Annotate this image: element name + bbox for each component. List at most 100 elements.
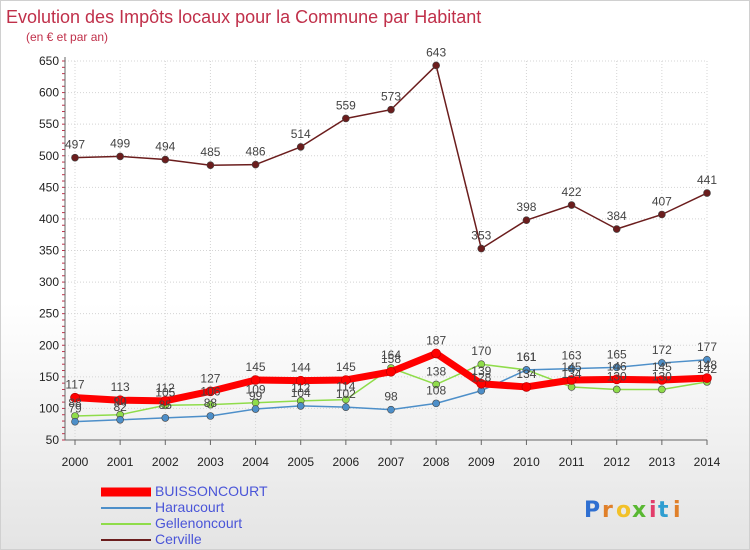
data-point — [658, 385, 666, 394]
data-point — [477, 244, 486, 253]
data-point — [116, 415, 124, 424]
data-point — [658, 210, 666, 219]
data-point — [477, 360, 486, 369]
y-tick-label: 600 — [39, 86, 59, 100]
data-label: 108 — [426, 383, 446, 397]
data-label: 144 — [291, 361, 311, 375]
data-label: 134 — [516, 367, 536, 381]
series-lines — [70, 61, 712, 426]
data-point — [387, 105, 395, 114]
data-point — [296, 402, 305, 410]
data-label: 145 — [562, 360, 582, 374]
data-point — [431, 348, 441, 359]
y-tick-label: 650 — [39, 54, 59, 68]
data-point — [206, 161, 215, 170]
y-tick-label: 200 — [39, 338, 59, 352]
data-point — [522, 216, 531, 224]
data-label: 114 — [336, 380, 355, 394]
data-label: 145 — [246, 360, 266, 374]
data-point — [116, 152, 124, 161]
data-label: 102 — [336, 387, 356, 401]
data-point — [251, 405, 260, 413]
data-point — [566, 375, 577, 385]
y-tick-label: 350 — [39, 244, 59, 258]
data-label: 499 — [110, 136, 130, 150]
data-point — [521, 382, 532, 392]
axes: 50 100 150 200 250 300 350 400 450 500 550 600 650 20… — [39, 54, 721, 469]
data-point — [296, 143, 305, 151]
legend-label: Cerville — [155, 531, 202, 547]
data-point — [658, 359, 666, 367]
data-point — [205, 386, 216, 397]
data-label: 104 — [291, 386, 311, 400]
data-label: 106 — [200, 385, 220, 399]
data-label: 138 — [426, 364, 446, 378]
data-label: 112 — [291, 381, 310, 395]
data-label: 145 — [652, 360, 672, 374]
x-tick-label: 2009 — [468, 455, 495, 469]
data-label: 384 — [607, 209, 627, 223]
logo-letter: x — [632, 498, 646, 523]
data-label: 573 — [381, 90, 401, 104]
data-point — [160, 396, 171, 406]
data-labels: 497 499 494 485 486 514 559 573 643 353 398 422 384 4… — [65, 45, 717, 415]
data-label: 494 — [155, 140, 175, 154]
data-point — [71, 417, 79, 426]
x-tick-label: 2010 — [513, 455, 540, 469]
chart-subtitle: (en € et par an) — [26, 30, 108, 44]
chart-title: Evolution des Impôts locaux pour la Comm… — [6, 7, 481, 27]
data-label: 164 — [381, 348, 401, 362]
data-label: 145 — [336, 360, 356, 374]
x-tick-label: 2007 — [378, 455, 405, 469]
data-label: 148 — [697, 358, 717, 372]
data-point — [702, 373, 712, 383]
logo-letter: o — [616, 498, 631, 523]
data-label: 79 — [68, 402, 82, 416]
data-point — [341, 375, 351, 385]
data-point — [206, 412, 215, 420]
data-label: 353 — [471, 229, 491, 243]
data-point — [250, 375, 261, 385]
data-label: 422 — [562, 185, 582, 199]
data-label: 82 — [113, 400, 127, 414]
data-point — [703, 355, 711, 364]
data-point — [71, 153, 79, 162]
data-label: 128 — [471, 371, 491, 385]
data-label: 398 — [516, 200, 536, 214]
logo-letter: r — [602, 498, 613, 523]
data-label: 163 — [562, 349, 582, 363]
x-tick-label: 2005 — [287, 455, 314, 469]
data-point — [70, 392, 80, 403]
y-tick-label: 300 — [39, 275, 59, 289]
data-label: 559 — [336, 98, 356, 112]
data-label: 177 — [697, 340, 717, 354]
y-tick-label: 400 — [39, 212, 59, 226]
data-point — [342, 395, 350, 404]
x-tick-label: 2004 — [242, 455, 269, 469]
y-tick-label: 550 — [39, 117, 59, 131]
data-label: 134 — [562, 367, 582, 381]
data-label: 112 — [156, 381, 175, 395]
data-label: 497 — [65, 138, 85, 152]
x-tick-label: 2003 — [197, 455, 224, 469]
data-point — [432, 399, 440, 408]
data-label: 187 — [426, 333, 446, 347]
x-tick-label: 2012 — [603, 455, 630, 469]
data-point — [342, 403, 350, 411]
data-point — [161, 414, 170, 422]
legend: BUISSONCOURTHaraucourtGellenoncourtCervi… — [101, 483, 268, 547]
data-label: 514 — [291, 127, 311, 141]
x-tick-label: 2006 — [333, 455, 360, 469]
data-label: 643 — [426, 45, 446, 59]
data-point — [432, 380, 440, 389]
y-tick-label: 250 — [39, 307, 59, 321]
data-point — [476, 378, 487, 389]
data-label: 165 — [607, 347, 627, 361]
data-label: 117 — [65, 378, 84, 392]
data-label: 90 — [113, 395, 127, 409]
data-label: 88 — [204, 396, 218, 410]
data-point — [612, 385, 621, 394]
data-label: 161 — [516, 350, 536, 364]
data-point — [522, 366, 531, 374]
